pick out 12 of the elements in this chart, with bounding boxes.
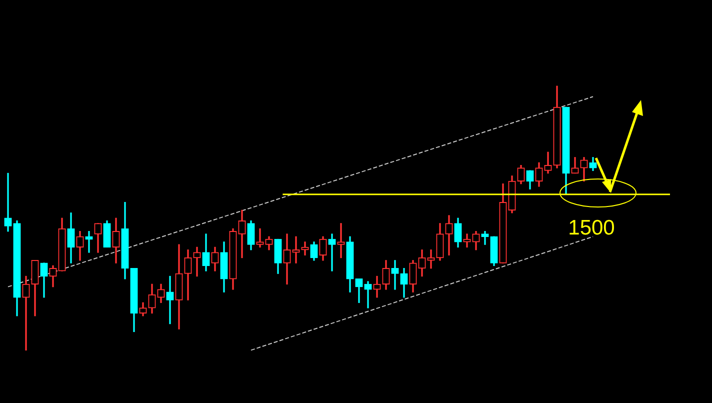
candlestick [364,281,372,308]
candlestick [256,228,264,248]
candlestick [328,234,336,272]
annotation: 1500 [568,216,615,240]
candlestick [22,276,30,351]
candlestick [337,223,345,258]
candlestick [292,236,300,264]
candlestick [391,260,399,290]
candlestick [481,231,489,245]
candlestick [4,172,12,232]
candlestick [193,246,201,277]
candlestick [166,276,174,324]
